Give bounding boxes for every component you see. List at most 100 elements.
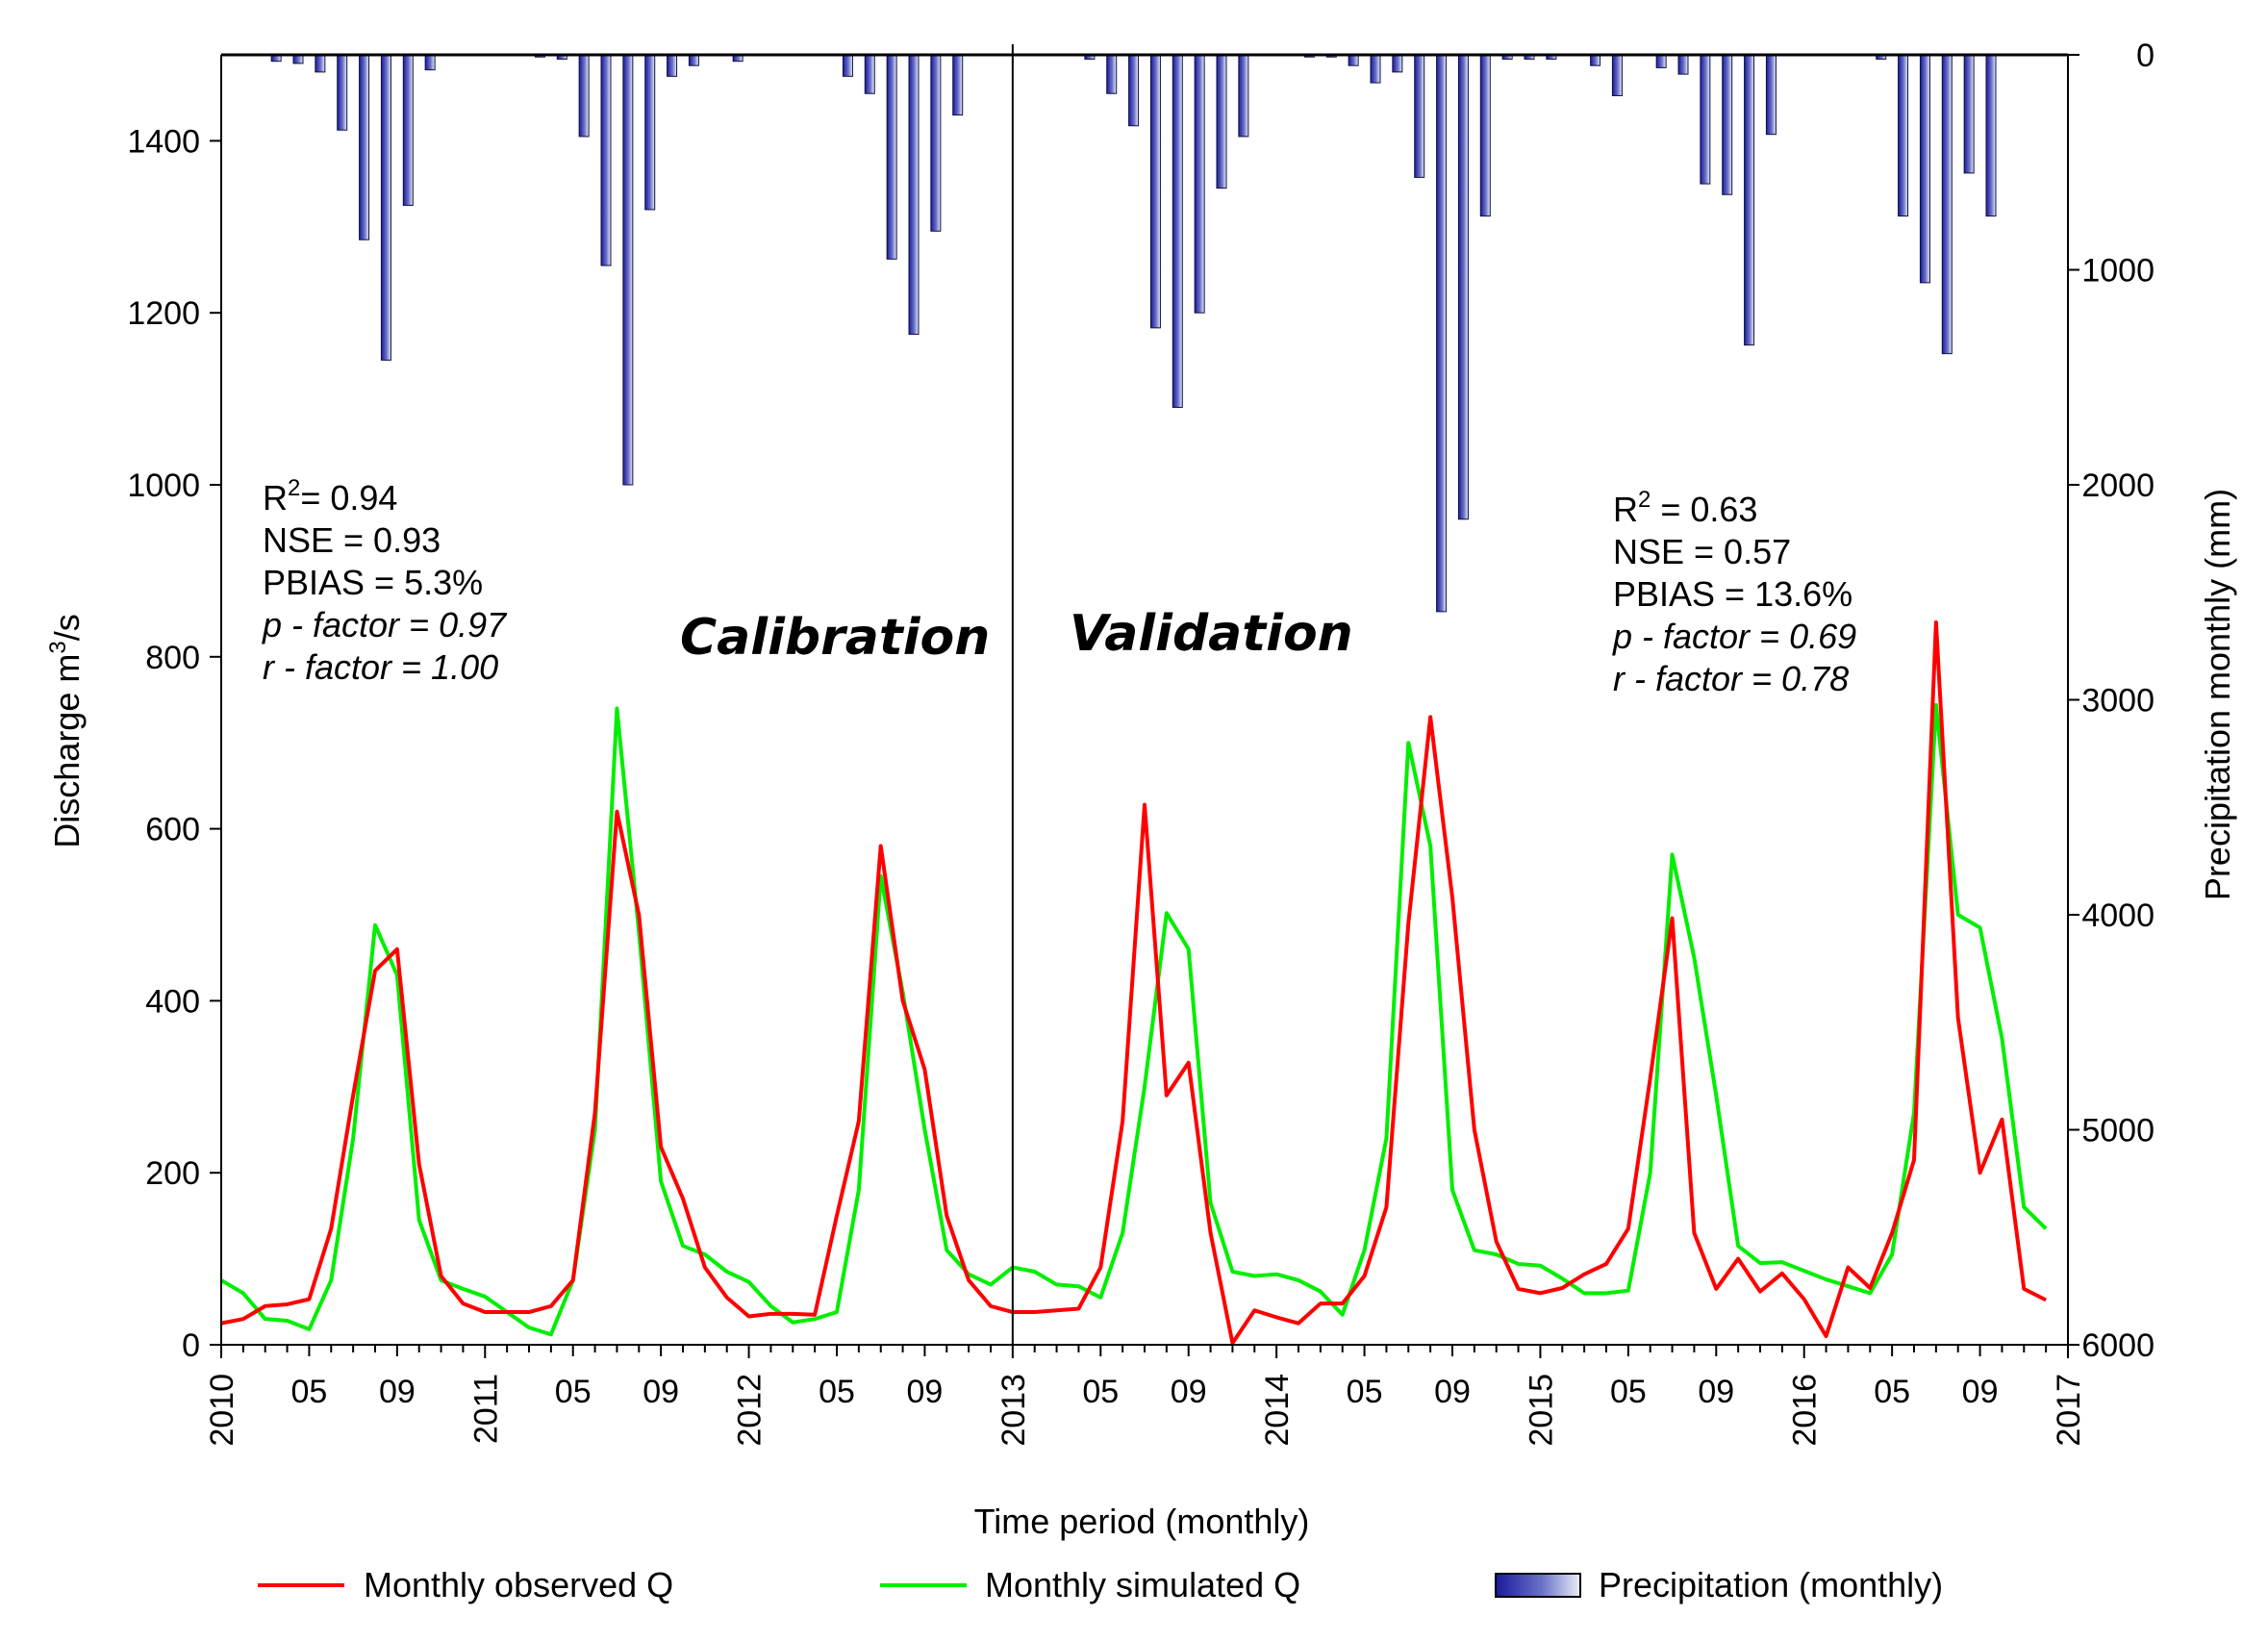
precipitation-bar — [1479, 54, 1491, 217]
calibration-r2-value: = 0.94 — [300, 478, 397, 518]
precipitation-bar — [1149, 54, 1161, 329]
precipitation-bar — [667, 54, 678, 77]
precipitation-bar — [1941, 54, 1953, 355]
legend-precipitation-label: Precipitation (monthly) — [1599, 1565, 1943, 1604]
precipitation-bar — [1919, 54, 1930, 284]
precipitation-bar — [1655, 54, 1667, 68]
precipitation-bar — [1194, 54, 1205, 314]
precipitation-bar — [1436, 54, 1448, 613]
x-year-label: 2013 — [995, 1374, 1032, 1447]
precipitation-bar — [1677, 54, 1689, 75]
x-month-label: 09 — [379, 1374, 416, 1410]
y-left-title-base: Discharge m — [47, 654, 87, 848]
precipitation-bar — [1392, 54, 1403, 73]
precipitation-bar — [1370, 54, 1381, 84]
x-year-label: 2015 — [1523, 1374, 1559, 1447]
validation-nse: NSE = 0.57 — [1613, 532, 1791, 571]
x-month-label: 09 — [643, 1374, 679, 1410]
validation-label: Validation — [1070, 605, 1353, 663]
precipitation-bar — [1700, 54, 1711, 185]
precipitation-bar — [359, 54, 370, 240]
y-axis-right-title: Precipitation monthly (mm) — [2198, 489, 2237, 900]
tick-labels: 0 200 400 600 800 1000 1200 1400 0 1000 2000 3000 40… — [127, 38, 2155, 1447]
validation-r2-value: = 0.63 — [1651, 490, 1757, 529]
y-right-tick-label: 5000 — [2081, 1113, 2155, 1149]
calibration-pbias: PBIAS = 5.3% — [263, 563, 483, 602]
validation-stats: R2 = 0.63 NSE = 0.57 PBIAS = 13.6% p - f… — [1612, 487, 1856, 698]
validation-r2-sup: 2 — [1638, 487, 1651, 513]
precipitation-bar — [1238, 54, 1249, 138]
validation-r2: R2 = 0.63 — [1613, 487, 1757, 529]
axes — [210, 44, 2079, 1358]
y-left-tick-label: 600 — [145, 812, 200, 848]
precipitation-bar — [1722, 54, 1733, 195]
y-right-tick-label: 6000 — [2081, 1327, 2155, 1364]
x-month-label: 05 — [1347, 1374, 1383, 1410]
precipitation-bar — [644, 54, 656, 211]
x-month-label: 05 — [819, 1374, 855, 1410]
y-left-title-tail: /s — [47, 614, 87, 641]
precipitation-bar — [1898, 54, 1909, 217]
y-left-tick-label: 0 — [182, 1327, 200, 1364]
precipitation-bar — [1128, 54, 1140, 127]
precipitation-bar — [622, 54, 634, 486]
x-month-label: 05 — [1610, 1374, 1647, 1410]
legend-observed-label: Monthly observed Q — [364, 1565, 673, 1604]
y-right-tick-label: 4000 — [2081, 897, 2155, 934]
precipitation-bar — [1590, 54, 1601, 66]
precipitation-bar — [402, 54, 414, 206]
validation-pbias: PBIAS = 13.6% — [1613, 574, 1852, 614]
y-left-tick-label: 800 — [145, 640, 200, 676]
x-year-label: 2014 — [1259, 1374, 1296, 1447]
calibration-p-factor: p - factor = 0.97 — [262, 605, 508, 644]
x-year-label: 2017 — [2051, 1374, 2087, 1447]
x-month-label: 09 — [1962, 1374, 1999, 1410]
y-left-title-sup: 3 — [45, 641, 71, 653]
precipitation-bar — [424, 54, 436, 71]
y-left-tick-label: 200 — [145, 1155, 200, 1192]
precipitation-bar — [952, 54, 964, 116]
precipitation-bar — [315, 54, 326, 73]
y-left-tick-label: 1400 — [127, 123, 200, 160]
y-left-tick-label: 400 — [145, 983, 200, 1020]
discharge-lines — [219, 620, 2048, 1346]
legend: Monthly observed Q Monthly simulated Q P… — [258, 1565, 1943, 1604]
validation-p-factor: p - factor = 0.69 — [1612, 617, 1856, 656]
precipitation-bar — [1414, 54, 1425, 178]
precipitation-bar — [1985, 54, 1997, 217]
precipitation-bar — [1744, 54, 1755, 346]
precipitation-bar — [1765, 54, 1777, 136]
precipitation-bar — [688, 54, 699, 66]
precipitation-bar — [1457, 54, 1469, 520]
precipitation-bar — [930, 54, 942, 232]
precipitation-bar — [1172, 54, 1183, 409]
validation-r-factor: r - factor = 0.78 — [1613, 659, 1849, 698]
x-month-label: 09 — [1434, 1374, 1471, 1410]
precipitation-bar — [1611, 54, 1623, 96]
y-left-tick-label: 1200 — [127, 295, 200, 332]
precipitation-bar — [1216, 54, 1227, 189]
x-month-label: 05 — [1874, 1374, 1910, 1410]
x-year-label: 2012 — [732, 1374, 769, 1447]
y-left-tick-label: 1000 — [127, 467, 200, 504]
precipitation-bar — [886, 54, 897, 260]
x-month-label: 09 — [1698, 1374, 1734, 1410]
simulated-q-line — [219, 702, 2048, 1337]
y-axis-left-title: Discharge m3/s — [45, 614, 87, 847]
precipitation-bar — [578, 54, 590, 138]
precipitation-bar — [842, 54, 853, 77]
x-month-label: 09 — [1171, 1374, 1207, 1410]
y-right-tick-label: 1000 — [2081, 253, 2155, 290]
x-month-label: 05 — [291, 1374, 328, 1410]
precipitation-bar — [1963, 54, 1975, 174]
y-right-tick-label: 3000 — [2081, 683, 2155, 720]
legend-precipitation-swatch — [1495, 1573, 1581, 1598]
y-right-tick-label: 0 — [2136, 38, 2155, 74]
precipitation-bar — [380, 54, 391, 361]
x-year-label: 2011 — [467, 1374, 504, 1444]
precipitation-bar — [337, 54, 348, 131]
x-axis-title: Time period (monthly) — [974, 1502, 1310, 1541]
y-right-tick-label: 2000 — [2081, 467, 2155, 504]
calibration-label: Calibration — [680, 609, 990, 667]
